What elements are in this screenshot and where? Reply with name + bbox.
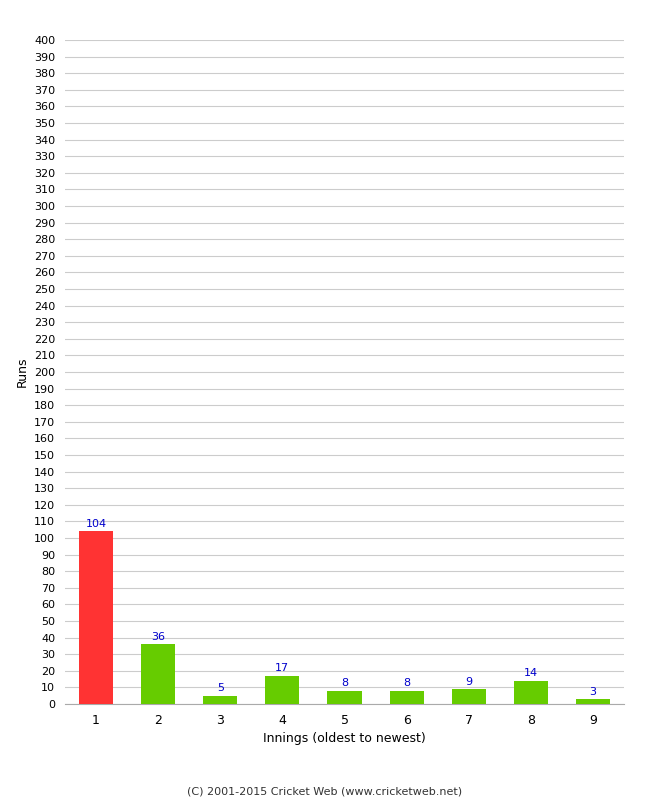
X-axis label: Innings (oldest to newest): Innings (oldest to newest) <box>263 732 426 746</box>
Bar <box>389 690 424 704</box>
Text: 36: 36 <box>151 632 165 642</box>
Text: 104: 104 <box>86 519 107 529</box>
Text: 8: 8 <box>403 678 410 688</box>
Bar <box>265 676 300 704</box>
Bar <box>514 681 548 704</box>
Text: 8: 8 <box>341 678 348 688</box>
Bar <box>203 696 237 704</box>
Bar <box>328 690 361 704</box>
Bar <box>452 689 486 704</box>
Bar <box>79 531 113 704</box>
Text: (C) 2001-2015 Cricket Web (www.cricketweb.net): (C) 2001-2015 Cricket Web (www.cricketwe… <box>187 786 463 796</box>
Y-axis label: Runs: Runs <box>16 357 29 387</box>
Text: 3: 3 <box>590 686 597 697</box>
Text: 14: 14 <box>524 668 538 678</box>
Text: 9: 9 <box>465 677 473 686</box>
Bar <box>576 699 610 704</box>
Text: 17: 17 <box>276 663 289 674</box>
Bar <box>141 644 176 704</box>
Text: 5: 5 <box>217 683 224 694</box>
